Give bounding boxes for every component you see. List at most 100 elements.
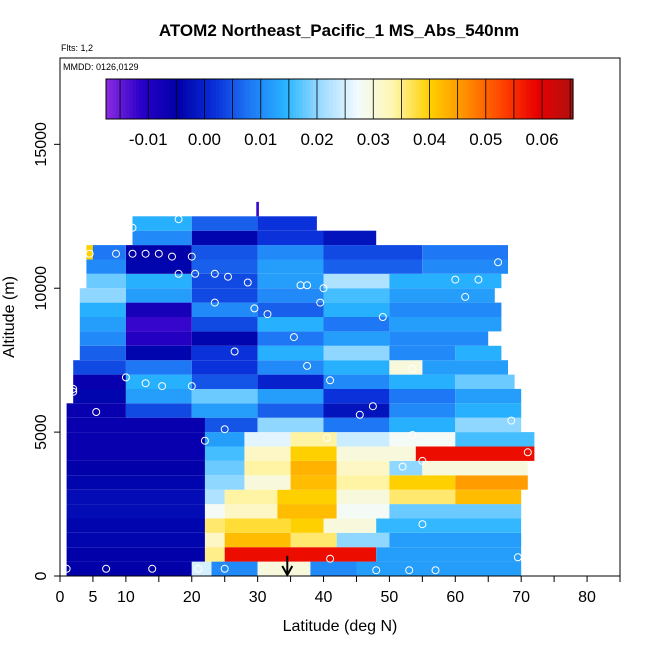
y-tick-label: 10000 <box>33 266 50 311</box>
heatmap-cell <box>389 345 456 361</box>
colorbar-swatch <box>476 79 481 119</box>
heatmap-cell <box>323 331 390 346</box>
heatmap-cell <box>244 475 291 490</box>
colorbar-swatch <box>152 79 157 119</box>
colorbar-swatch <box>272 79 277 119</box>
heatmap-cell <box>336 446 416 461</box>
heatmap-cell <box>66 489 205 505</box>
sample-point <box>398 462 407 471</box>
colorbar-swatch <box>142 79 147 119</box>
colorbar-swatch <box>432 79 437 119</box>
heatmap-cell <box>204 446 245 461</box>
colorbar-swatch <box>499 79 504 119</box>
heatmap-cell <box>191 403 258 418</box>
colorbar: -0.01 0.00 0.01 0.02 0.03 0.04 0.05 0.06 <box>105 78 574 149</box>
colorbar-swatch <box>166 79 170 119</box>
sample-point <box>418 520 427 529</box>
heatmap-cell <box>66 432 205 447</box>
colorbar-swatch <box>336 79 341 119</box>
colorbar-swatch <box>136 79 140 119</box>
colorbar-swatch <box>559 79 564 119</box>
colorbar-swatch <box>496 79 501 119</box>
colorbar-swatch <box>356 79 361 119</box>
colorbar-swatch <box>276 79 281 119</box>
sample-point <box>408 364 417 373</box>
heatmap-cell <box>204 504 225 519</box>
colorbar-swatch <box>286 79 291 119</box>
colorbar-swatch <box>229 79 234 119</box>
heatmap-cell <box>73 388 126 404</box>
plot-frame <box>59 57 621 577</box>
heatmap-cell <box>204 532 225 548</box>
sample-point <box>102 564 111 573</box>
heatmap-cell <box>323 302 390 317</box>
colorbar-swatch <box>539 79 544 119</box>
colorbar-swatch <box>549 79 554 119</box>
sample-point <box>326 376 335 385</box>
colorbar-swatch <box>319 79 324 119</box>
heatmap-cell <box>125 273 192 289</box>
colorbar-swatch <box>529 79 534 119</box>
colorbar-swatch <box>366 79 371 119</box>
colorbar-swatch <box>262 79 267 119</box>
colorbar-swatch <box>226 79 231 119</box>
sample-point <box>372 566 381 575</box>
colorbar-swatch <box>536 79 541 119</box>
colorbar-swatch <box>199 79 204 119</box>
colorbar-swatch <box>412 79 417 119</box>
heatmap-cell <box>191 345 258 361</box>
heatmap-cell <box>376 547 522 562</box>
heatmap-cell <box>66 475 205 490</box>
heatmap-cell <box>455 345 502 361</box>
heatmap-cell <box>422 259 508 274</box>
colorbar-swatch <box>329 79 334 119</box>
y-tick-label: 15000 <box>33 122 50 167</box>
x-tick-label: 50 <box>381 589 399 606</box>
heatmap-cell <box>66 504 205 519</box>
colorbar-swatch <box>382 79 387 119</box>
sample-point <box>316 298 325 307</box>
x-tick-label: 60 <box>446 589 464 606</box>
colorbar-swatch <box>359 79 364 119</box>
heatmap-cell <box>336 460 390 476</box>
x-tick-label: 20 <box>183 589 201 606</box>
x-axis: 0 5 10 20 30 40 50 60 70 80 <box>56 576 621 606</box>
y-axis: 0 5000 10000 15000 <box>33 122 60 580</box>
y-tick-label: 5000 <box>33 414 50 450</box>
heatmap-cell <box>376 518 522 533</box>
colorbar-frame <box>105 78 574 120</box>
heatmap-cell <box>389 504 522 519</box>
colorbar-swatch <box>296 79 301 119</box>
colorbar-swatch <box>119 79 124 119</box>
colorbar-swatch <box>139 79 144 119</box>
heatmap-cell <box>257 259 324 274</box>
colorbar-tick-label: 0.03 <box>357 130 390 149</box>
heatmap-cell <box>422 460 528 476</box>
colorbar-swatch <box>472 79 477 119</box>
x-tick-label: 10 <box>117 589 135 606</box>
colorbar-swatch <box>156 79 160 119</box>
heatmap-cell <box>257 388 324 404</box>
heatmap-cell <box>73 374 126 389</box>
x-tick-label: 70 <box>512 589 530 606</box>
colorbar-swatch <box>339 79 344 119</box>
heatmap-cell <box>191 216 258 231</box>
heatmap-cell <box>66 460 205 476</box>
heatmap-cell <box>389 360 423 375</box>
colorbar-swatch <box>562 79 567 119</box>
heatmap-cell <box>125 288 192 303</box>
heatmap-cell <box>204 489 225 505</box>
sample-point <box>319 284 328 293</box>
colorbar-swatch <box>312 79 317 119</box>
colorbar-swatch <box>309 79 314 119</box>
heatmap-cell <box>290 475 337 490</box>
colorbar-swatch <box>126 79 130 119</box>
colorbar-tick-label: 0.05 <box>469 130 502 149</box>
heatmap-cell <box>389 489 456 505</box>
sample-point <box>200 436 209 445</box>
colorbar-swatch <box>556 79 561 119</box>
sample-point <box>243 278 252 287</box>
colorbar-swatch <box>552 79 557 119</box>
sample-points <box>62 215 532 575</box>
colorbar-swatch <box>442 79 447 119</box>
